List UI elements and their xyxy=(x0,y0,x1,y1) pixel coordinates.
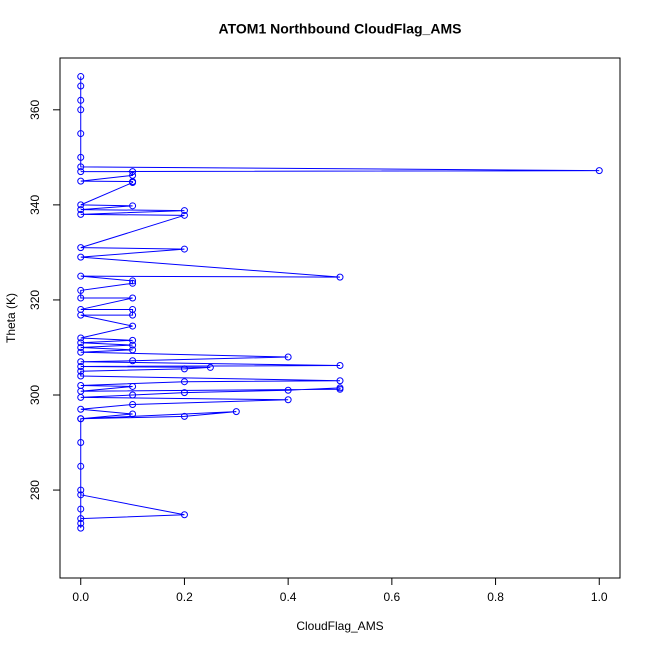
data-point xyxy=(77,305,85,313)
data-point xyxy=(129,410,137,418)
data-line xyxy=(80,76,600,529)
x-tick-label: 0.6 xyxy=(384,590,401,604)
data-point xyxy=(77,415,85,423)
data-point xyxy=(129,391,137,399)
data-point xyxy=(77,272,85,280)
data-point xyxy=(77,372,85,380)
data-point xyxy=(180,365,188,373)
data-point xyxy=(77,491,85,499)
data-point xyxy=(129,336,137,344)
data-point xyxy=(77,524,85,532)
data-point xyxy=(336,385,344,393)
data-point xyxy=(180,245,188,253)
data-point xyxy=(180,207,188,215)
data-point xyxy=(77,367,85,375)
data-point xyxy=(77,515,85,523)
data-point xyxy=(180,378,188,386)
data-point xyxy=(77,405,85,413)
data-point xyxy=(77,462,85,470)
data-point xyxy=(129,294,137,302)
data-point xyxy=(77,486,85,494)
data-point xyxy=(77,339,85,347)
y-tick-label: 360 xyxy=(28,99,42,119)
data-point xyxy=(77,82,85,90)
y-tick-label: 320 xyxy=(28,290,42,310)
data-point xyxy=(77,286,85,294)
data-point xyxy=(206,363,214,371)
data-point xyxy=(77,177,85,185)
data-point xyxy=(77,73,85,81)
data-point xyxy=(129,279,137,287)
x-axis-label: CloudFlag_AMS xyxy=(296,619,383,633)
y-tick-label: 280 xyxy=(28,480,42,500)
data-point xyxy=(77,163,85,171)
chart-title: ATOM1 Northbound CloudFlag_AMS xyxy=(219,21,462,37)
data-point xyxy=(284,386,292,394)
data-point xyxy=(129,346,137,354)
data-point xyxy=(284,396,292,404)
x-tick-label: 0.2 xyxy=(176,590,193,604)
data-point xyxy=(77,96,85,104)
data-point xyxy=(595,167,603,175)
data-point xyxy=(129,401,137,409)
data-point xyxy=(77,106,85,114)
data-point xyxy=(129,305,137,313)
data-point xyxy=(129,322,137,330)
data-point xyxy=(232,408,240,416)
data-point xyxy=(77,439,85,447)
data-point xyxy=(180,211,188,219)
data-point xyxy=(77,519,85,527)
data-point xyxy=(77,505,85,513)
data-point xyxy=(77,206,85,214)
data-point xyxy=(336,273,344,281)
data-point xyxy=(77,201,85,209)
data-point xyxy=(77,130,85,138)
data-point xyxy=(284,353,292,361)
y-axis-label: Theta (K) xyxy=(4,293,18,343)
data-point xyxy=(77,362,85,370)
data-point xyxy=(129,168,137,176)
data-point xyxy=(129,277,137,285)
data-point xyxy=(77,334,85,342)
data-point xyxy=(77,210,85,218)
x-tick-label: 0.4 xyxy=(280,590,297,604)
data-point xyxy=(77,358,85,366)
data-point xyxy=(129,202,137,210)
y-tick-label: 340 xyxy=(28,195,42,215)
data-point xyxy=(129,171,137,179)
data-point xyxy=(180,511,188,519)
data-point xyxy=(336,377,344,385)
y-tick-label: 300 xyxy=(28,385,42,405)
data-point xyxy=(77,343,85,351)
data-point xyxy=(77,253,85,261)
x-tick-label: 1.0 xyxy=(591,590,608,604)
data-point xyxy=(77,168,85,176)
data-point xyxy=(77,348,85,356)
data-point xyxy=(129,357,137,365)
data-point xyxy=(180,412,188,420)
data-point xyxy=(180,389,188,397)
data-point xyxy=(77,381,85,389)
plot-frame xyxy=(59,57,621,579)
data-point xyxy=(77,153,85,161)
data-point xyxy=(77,294,85,302)
data-point xyxy=(77,244,85,252)
data-point xyxy=(129,382,137,390)
x-tick-label: 0.0 xyxy=(72,590,89,604)
x-tick-label: 0.8 xyxy=(487,590,504,604)
data-point xyxy=(336,362,344,370)
data-point xyxy=(129,341,137,349)
